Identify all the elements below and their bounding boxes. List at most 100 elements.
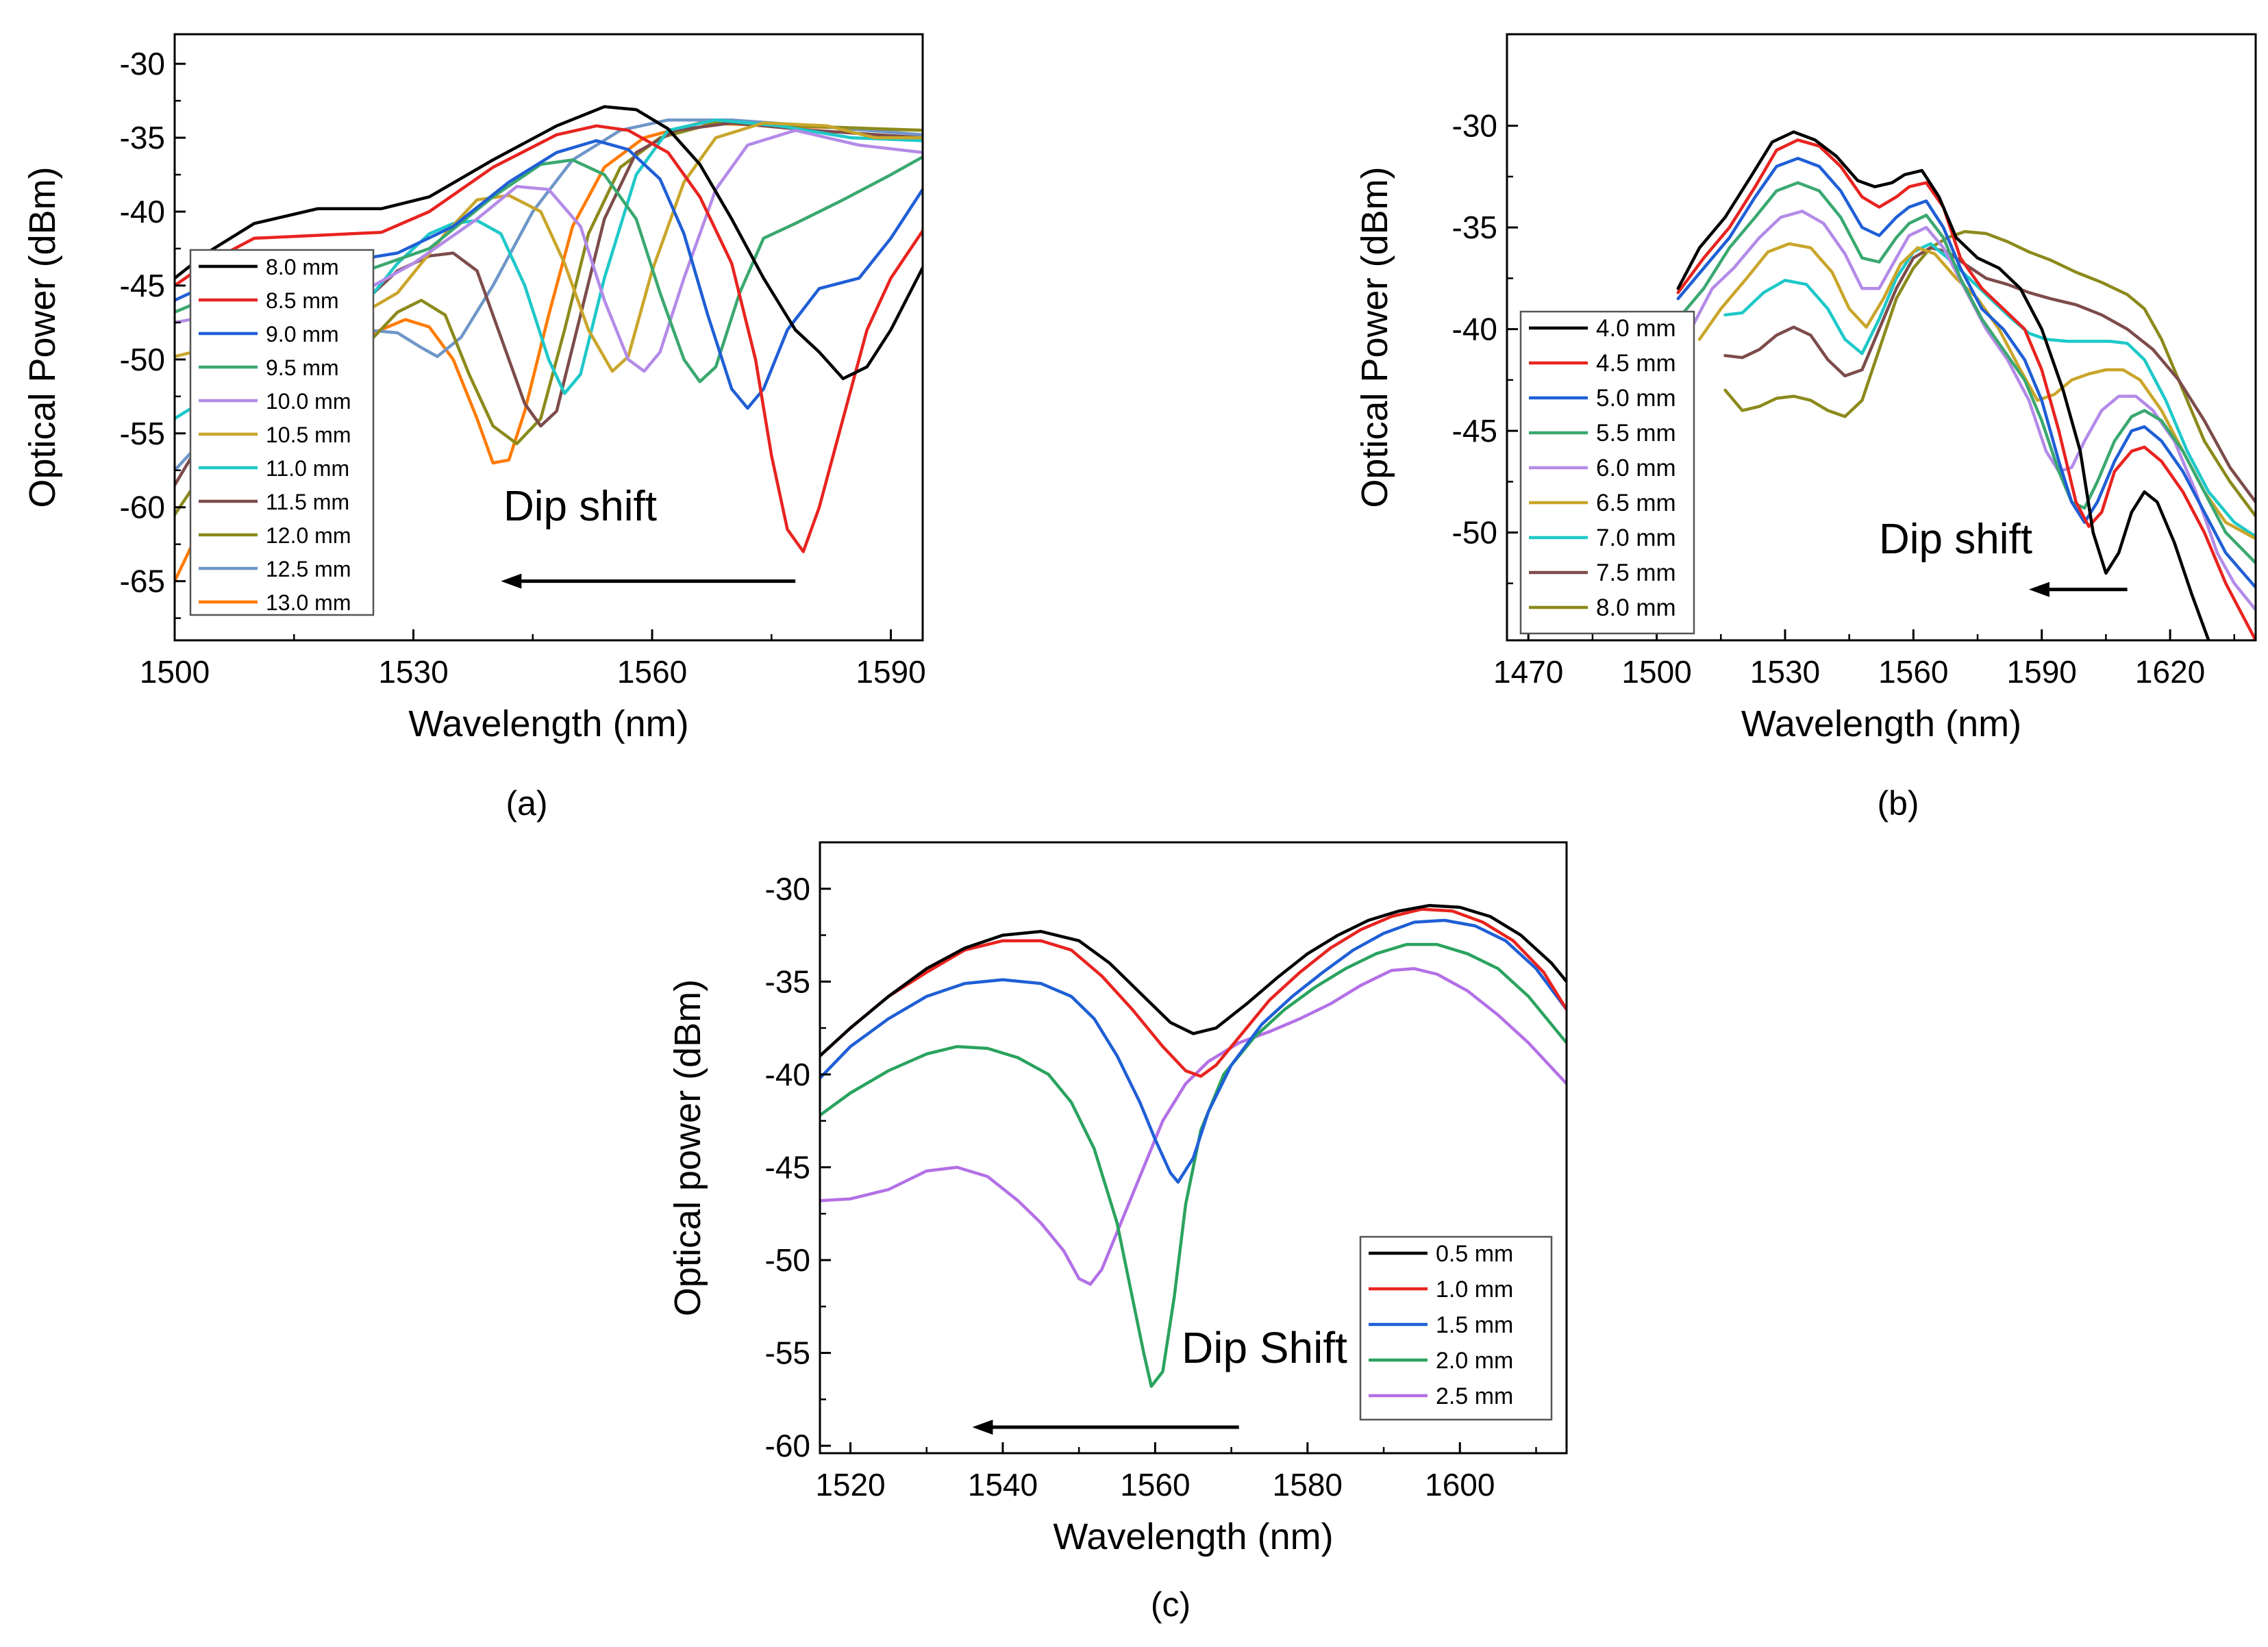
y-axis-label: Optical Power (dBm) (22, 166, 63, 507)
legend-label: 12.5 mm (266, 557, 351, 581)
series-line (175, 121, 923, 373)
y-tick-label: -65 (120, 564, 165, 599)
legend-label: 2.0 mm (1436, 1348, 1513, 1374)
legend-label: 6.0 mm (1596, 455, 1676, 481)
legend-label: 4.0 mm (1596, 315, 1676, 342)
series-line (1676, 138, 2256, 640)
x-tick-label: 1530 (1750, 654, 1820, 690)
legend-label: 8.0 mm (266, 255, 339, 279)
series-line (820, 967, 1567, 1286)
series-line (175, 124, 923, 553)
y-tick-label: -30 (765, 871, 810, 907)
y-tick-label: -50 (765, 1242, 810, 1278)
panel-label: (c) (1151, 1585, 1191, 1624)
plot-area (1676, 130, 2256, 640)
arrow-head (972, 1420, 993, 1435)
y-tick-label: -55 (120, 416, 165, 451)
legend-label: 13.0 mm (266, 590, 351, 615)
series-line (175, 155, 923, 384)
y-tick-label: -35 (120, 120, 165, 155)
series-line (1676, 156, 2256, 590)
y-tick-label: -35 (1452, 210, 1497, 245)
annotation-text: Dip shift (503, 483, 657, 530)
series-line (175, 129, 923, 373)
legend-label: 5.5 mm (1596, 420, 1676, 447)
legend-label: 5.0 mm (1596, 385, 1676, 412)
x-axis-label: Wavelength (nm) (1741, 703, 2021, 744)
plot-area (820, 903, 1567, 1388)
legend-label: 1.5 mm (1436, 1312, 1513, 1338)
series-line (175, 105, 923, 381)
x-tick-label: 1540 (968, 1467, 1038, 1503)
x-tick-label: 1600 (1425, 1467, 1495, 1503)
legend-label: 1.0 mm (1436, 1277, 1513, 1303)
x-tick-label: 1580 (1273, 1467, 1343, 1503)
y-tick-label: -50 (1452, 515, 1497, 551)
y-tick-label: -60 (120, 490, 165, 525)
x-axis-label: Wavelength (nm) (1053, 1516, 1333, 1557)
legend-label: 0.5 mm (1436, 1241, 1513, 1267)
y-tick-label: -40 (120, 194, 165, 229)
y-axis-label: Optical Power (dBm) (1354, 166, 1395, 507)
panel-label: (b) (1877, 784, 1919, 822)
y-tick-label: -60 (765, 1428, 810, 1463)
x-tick-label: 1520 (815, 1467, 885, 1503)
series-line (820, 942, 1567, 1388)
x-tick-label: 1470 (1493, 654, 1563, 690)
x-tick-label: 1560 (1878, 654, 1948, 690)
x-tick-label: 1590 (856, 654, 925, 690)
x-tick-label: 1560 (617, 654, 687, 690)
y-tick-label: -30 (1452, 108, 1497, 144)
series-line (1723, 242, 2256, 538)
x-tick-label: 1530 (378, 654, 448, 690)
y-tick-label: -55 (765, 1335, 810, 1371)
legend-label: 11.0 mm (266, 456, 349, 481)
y-tick-label: -35 (765, 964, 810, 999)
legend-label: 10.0 mm (266, 389, 351, 414)
series-line (1689, 210, 2256, 612)
legend-label: 7.0 mm (1596, 525, 1676, 551)
y-tick-label: -45 (765, 1149, 810, 1185)
series-line (1723, 246, 2256, 504)
x-tick-label: 1560 (1120, 1467, 1190, 1503)
annotation-text: Dip shift (1879, 516, 2032, 563)
y-tick-label: -30 (120, 46, 165, 81)
legend-label: 8.5 mm (266, 288, 339, 313)
y-tick-label: -40 (765, 1057, 810, 1092)
y-tick-label: -50 (120, 342, 165, 377)
series-line (820, 907, 1567, 1078)
series-line (1676, 130, 2210, 640)
legend-box (1359, 1235, 1553, 1421)
legend-label: 8.0 mm (1596, 594, 1676, 621)
y-tick-label: -45 (1452, 413, 1497, 449)
y-axis-label: Optical power (dBm) (667, 979, 708, 1316)
legend-label: 9.0 mm (266, 322, 339, 347)
legend-box (189, 249, 375, 616)
panel-a: 1500 1530 1560 1590 -30 -35 -40 -45 -50 -55 -60 -65… (22, 33, 926, 822)
legend-label: 7.5 mm (1596, 560, 1676, 586)
legend-label: 11.5 mm (266, 490, 349, 514)
x-axis-label: Wavelength (nm) (408, 703, 688, 744)
legend-label: 10.5 mm (266, 423, 351, 447)
x-tick-label: 1500 (140, 654, 210, 690)
annotation-text: Dip Shift (1182, 1323, 1347, 1372)
series-line (1676, 181, 2256, 565)
panel-label: (a) (506, 784, 547, 822)
legend-box (1519, 310, 1695, 635)
legend-label: 2.5 mm (1436, 1383, 1513, 1409)
y-tick-label: -45 (120, 268, 165, 303)
legend-label: 12.0 mm (266, 523, 351, 548)
plot-frame (1506, 33, 2257, 642)
series-line (820, 918, 1567, 1184)
legend-label: 4.5 mm (1596, 350, 1676, 377)
y-tick-label: -40 (1452, 312, 1497, 347)
x-tick-label: 1500 (1621, 654, 1691, 690)
legend-label: 9.5 mm (266, 355, 339, 380)
plot-frame (819, 841, 1568, 1455)
x-tick-label: 1590 (2007, 654, 2077, 690)
plot-frame (173, 33, 924, 642)
series-line (820, 903, 1567, 1058)
arrow-head (501, 573, 522, 589)
